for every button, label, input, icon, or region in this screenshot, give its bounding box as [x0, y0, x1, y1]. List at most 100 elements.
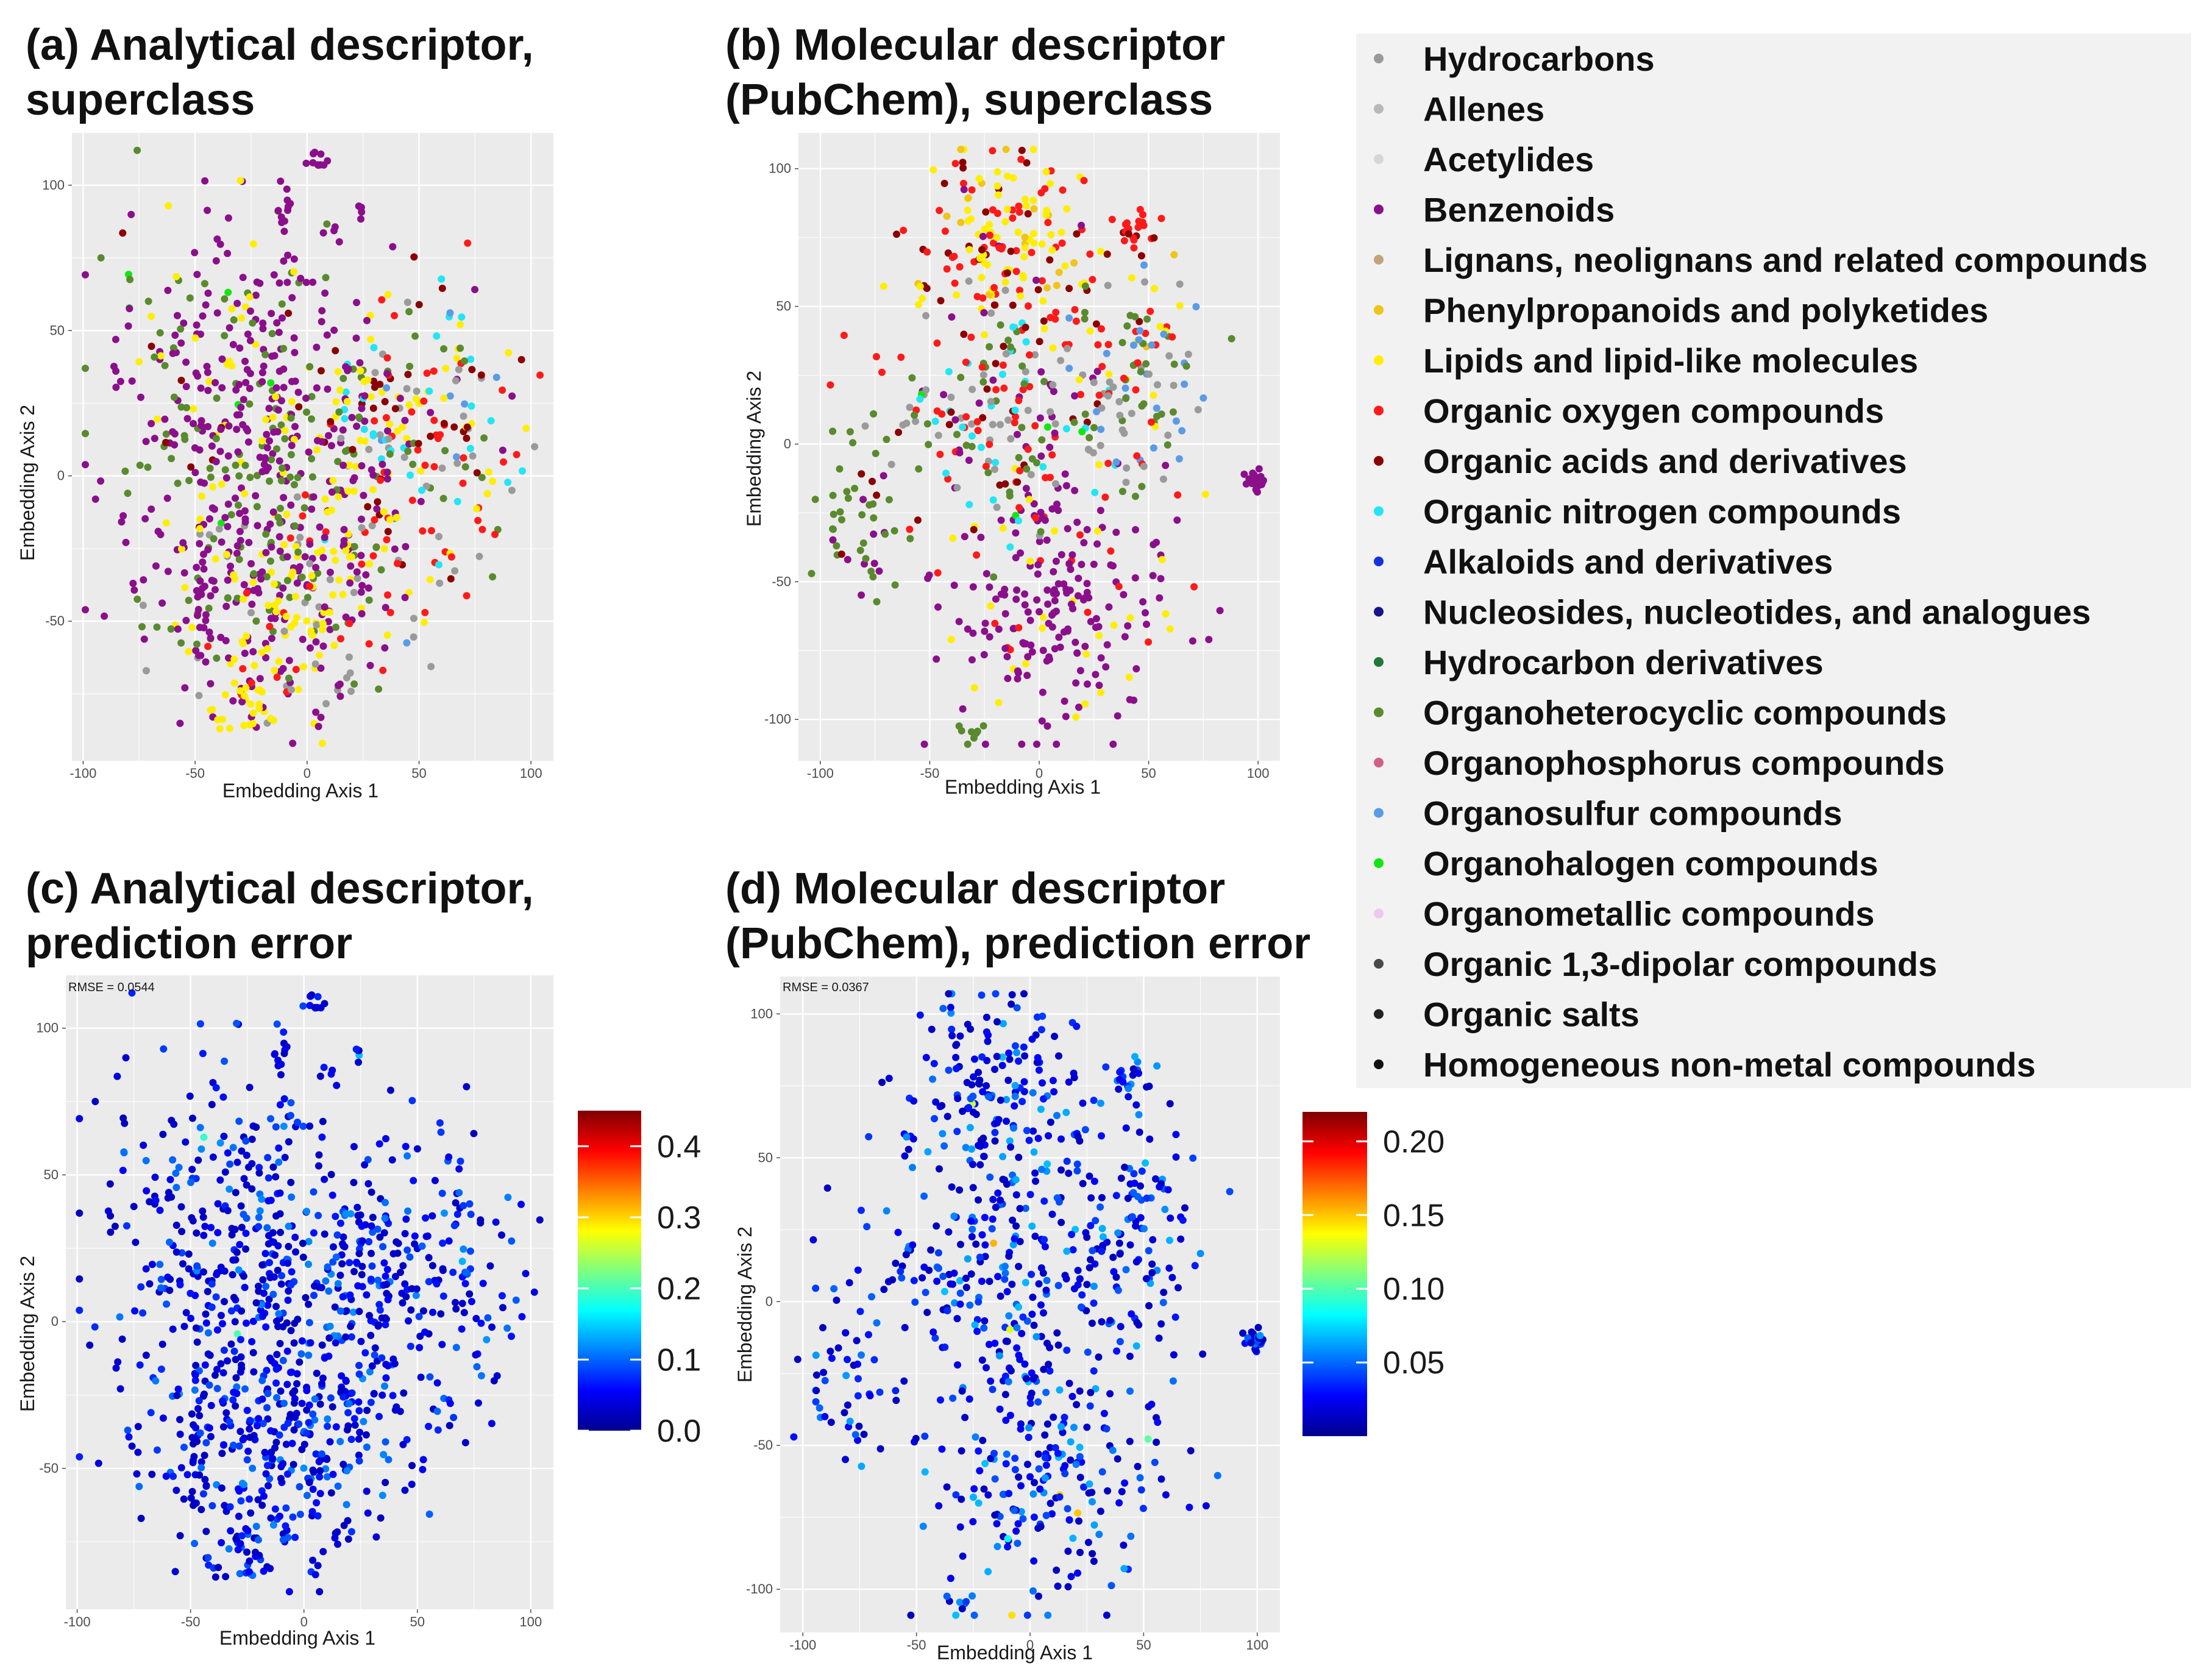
- panel-d-point: [1078, 1291, 1086, 1299]
- panel-a-point: [249, 578, 257, 586]
- panel-c-point: [446, 1400, 454, 1408]
- panel-a-point: [487, 417, 495, 425]
- panel-d-point: [856, 1308, 864, 1315]
- panel-d-point: [1121, 1163, 1129, 1171]
- panel-d-point: [991, 1475, 999, 1483]
- panel-c-point: [329, 1403, 336, 1411]
- panel-c-point: [403, 1152, 411, 1160]
- panel-c-point: [237, 1497, 245, 1505]
- panel-d-colorbar-tick-label: 0.05: [1383, 1345, 1445, 1381]
- panel-a-point: [212, 257, 220, 265]
- panel-d-point: [962, 1144, 970, 1151]
- panel-c-point: [305, 1351, 313, 1359]
- panel-d-point: [1086, 1172, 1093, 1180]
- panel-a-point: [172, 272, 180, 280]
- panel-c-point: [346, 1259, 354, 1267]
- panel-a-point: [246, 400, 254, 408]
- panel-d-point: [878, 1078, 886, 1086]
- panel-a-point: [82, 365, 89, 372]
- panel-d-point: [1057, 1166, 1065, 1174]
- panel-b-point: [870, 514, 878, 522]
- panel-a-point: [427, 408, 435, 416]
- panel-a-point: [379, 666, 387, 674]
- panel-c-point: [313, 1369, 321, 1377]
- panel-c-point: [311, 1395, 319, 1403]
- panel-d-point: [931, 1334, 939, 1342]
- panel-c-point: [360, 1418, 368, 1425]
- panel-d-point: [1117, 1174, 1125, 1182]
- panel-d-point: [880, 1286, 888, 1294]
- panel-a-point: [485, 468, 492, 476]
- panel-a-point: [369, 552, 377, 560]
- panel-b-point: [883, 435, 890, 443]
- panel-b-point: [1020, 253, 1028, 261]
- panel-d-point: [1112, 1273, 1120, 1281]
- panel-b-point: [1061, 697, 1068, 705]
- legend-key-dot: [1374, 657, 1384, 667]
- panel-d-point: [958, 1387, 966, 1395]
- panel-a-point: [268, 543, 275, 551]
- panel-a-point: [358, 524, 366, 532]
- panel-b-point: [1037, 508, 1045, 516]
- panel-b-point: [950, 252, 958, 260]
- panel-d-point: [1031, 1479, 1038, 1487]
- panel-c-point: [267, 1514, 275, 1522]
- panel-d-point: [1002, 1460, 1010, 1468]
- panel-b-point: [961, 533, 968, 541]
- panel-c-point: [252, 1123, 260, 1131]
- panel-d-point: [1005, 1364, 1013, 1372]
- panel-a-point: [410, 614, 418, 622]
- panel-d-point: [993, 1018, 1001, 1026]
- panel-d-point: [1075, 1517, 1082, 1525]
- panel-b-point: [933, 339, 941, 347]
- legend-label: Allenes: [1423, 90, 1544, 129]
- panel-c-point: [355, 1451, 363, 1459]
- panel-c-point: [361, 1161, 369, 1169]
- panel-a-point: [377, 455, 385, 463]
- panel-a-point: [474, 516, 482, 524]
- panel-b-point: [1037, 368, 1045, 376]
- panel-c-point: [336, 1219, 344, 1227]
- panel-a-point: [463, 423, 471, 431]
- panel-b-point: [1016, 467, 1024, 475]
- panel-a-point: [290, 255, 298, 263]
- panel-a-point: [193, 271, 201, 279]
- panel-c-point: [281, 1153, 289, 1161]
- panel-a-point: [312, 638, 320, 646]
- panel-d-point: [1011, 1454, 1019, 1462]
- panel-b-point: [872, 449, 880, 457]
- panel-a-point: [468, 366, 476, 374]
- panel-b-point: [931, 418, 939, 425]
- panel-d-point: [907, 1611, 915, 1619]
- panel-d-point: [949, 1394, 957, 1402]
- panel-d-point: [1011, 1092, 1019, 1100]
- panel-b-point: [1084, 608, 1092, 616]
- panel-d-point: [1106, 1317, 1114, 1325]
- panel-d-point: [968, 1081, 976, 1089]
- panel-c-point: [333, 1528, 341, 1536]
- panel-d-point: [1199, 1350, 1207, 1358]
- panel-d-point: [944, 1307, 951, 1315]
- panel-c-x-tick-label: -50: [181, 1614, 201, 1629]
- panel-a-point: [213, 309, 221, 317]
- panel-c-point: [180, 1322, 188, 1330]
- panel-c-point: [240, 1211, 247, 1219]
- panel-a-point: [357, 436, 364, 444]
- panel-d-point: [1029, 1375, 1037, 1383]
- panel-d-point: [1090, 1367, 1098, 1375]
- panel-b-point: [1075, 376, 1083, 383]
- panel-c-point: [316, 1467, 324, 1475]
- panel-b-point: [1190, 583, 1198, 591]
- panel-a-point: [440, 345, 447, 353]
- panel-b-point: [1142, 609, 1149, 617]
- panel-c-point: [285, 1242, 293, 1250]
- panel-a-point: [225, 654, 232, 662]
- panel-a-point: [425, 387, 433, 395]
- panel-c-point: [246, 1425, 254, 1433]
- panel-c-point: [408, 1481, 416, 1488]
- panel-c-point: [383, 1265, 391, 1273]
- panel-a-point: [266, 520, 274, 528]
- panel-c-point: [183, 1471, 191, 1479]
- panel-a-point: [253, 503, 261, 511]
